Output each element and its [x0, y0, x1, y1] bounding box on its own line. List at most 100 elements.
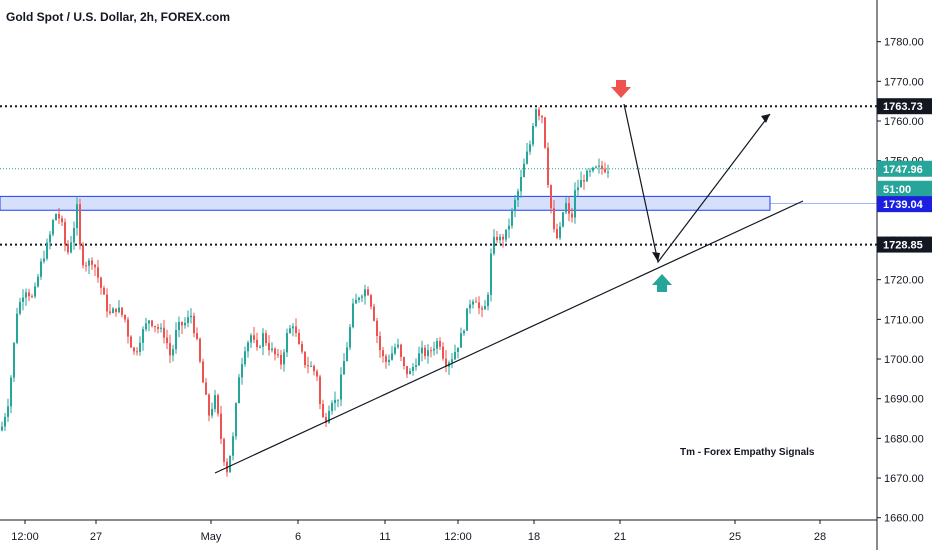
candle-body — [34, 286, 36, 297]
candle-body — [280, 354, 282, 365]
candle-body — [391, 353, 393, 360]
candle-body — [451, 359, 453, 363]
candle-body — [211, 408, 213, 416]
candle-body — [25, 292, 27, 298]
time-axis[interactable]: 12:00 27 May 6 11 12:00 18 21 25 28 — [0, 519, 877, 543]
candle-body — [214, 395, 216, 409]
candle-body — [235, 403, 237, 437]
candle-body — [142, 329, 144, 343]
candle-body — [328, 410, 330, 423]
candlestick-series — [1, 106, 609, 477]
candle-body — [94, 264, 96, 268]
candle-body — [340, 374, 342, 400]
candle-body — [316, 371, 318, 377]
candle-body — [568, 203, 570, 214]
candle-body — [607, 171, 609, 173]
candle-body — [421, 347, 423, 354]
candle-body — [592, 167, 594, 171]
candle-body — [145, 323, 147, 330]
candle-body — [352, 303, 354, 328]
candle-body — [10, 377, 12, 407]
price-axis[interactable]: 1660.00 1670.00 1680.00 1690.00 1700.00 1710.… — [876, 0, 924, 550]
candle-body — [85, 265, 87, 267]
candle-body — [427, 350, 429, 357]
support-resistance-zone — [0, 195, 877, 211]
candle-body — [430, 350, 432, 352]
candle-body — [19, 301, 21, 314]
candle-body — [439, 341, 441, 347]
candle-body — [148, 320, 150, 324]
candle-body — [343, 361, 345, 375]
candle-body — [409, 370, 411, 375]
candle-body — [589, 170, 591, 172]
candle-body — [478, 302, 480, 309]
candle-body — [457, 347, 459, 352]
candle-body — [16, 313, 18, 343]
candle-body — [208, 394, 210, 416]
candle-body — [217, 395, 219, 414]
candle-body — [268, 343, 270, 351]
level-tag-upper-text: 1763.73 — [883, 101, 923, 113]
candle-body — [544, 117, 546, 148]
candle-body — [166, 337, 168, 344]
price-tick-label: 1710.00 — [884, 314, 924, 326]
candle-body — [469, 304, 471, 309]
candle-body — [460, 333, 462, 348]
candle-body — [52, 220, 54, 235]
candle-body — [61, 218, 63, 223]
candle-body — [172, 349, 174, 356]
candle-body — [82, 244, 84, 266]
level-tag-lower-text: 1728.85 — [883, 240, 923, 252]
price-tick-label: 1700.00 — [884, 354, 924, 366]
candle-body — [586, 170, 588, 182]
candle-body — [541, 115, 543, 118]
candle-body — [313, 365, 315, 372]
candle-body — [373, 306, 375, 321]
candle-body — [514, 199, 516, 210]
candle-body — [583, 180, 585, 182]
candle-body — [112, 308, 114, 313]
candle-body — [502, 236, 504, 240]
candle-body — [22, 297, 24, 302]
zone-tag-text: 1739.04 — [883, 199, 924, 211]
candle-body — [190, 315, 192, 318]
candle-body — [97, 267, 99, 278]
candle-body — [184, 322, 186, 326]
time-tick-label: 21 — [614, 531, 626, 543]
horizontal-levels — [0, 105, 877, 246]
candle-body — [346, 347, 348, 362]
zone-tag-bg — [877, 196, 932, 213]
candle-body — [553, 208, 555, 230]
candle-body — [559, 226, 561, 239]
candle-body — [424, 347, 426, 357]
candle-body — [571, 213, 573, 218]
candle-body — [79, 204, 81, 245]
candle-body — [157, 327, 159, 329]
candle-body — [244, 351, 246, 365]
time-tick-label: 12:00 — [444, 531, 472, 543]
candle-body — [508, 225, 510, 230]
candle-body — [49, 234, 51, 243]
candle-body — [376, 320, 378, 336]
price-tick-label: 1660.00 — [884, 513, 924, 525]
candle-body — [436, 341, 438, 349]
candle-body — [292, 326, 294, 329]
candle-body — [187, 317, 189, 323]
time-tick-label: 25 — [729, 531, 741, 543]
countdown-tag-text: 51:00 — [883, 184, 911, 196]
level-tag-lower-bg — [877, 236, 932, 253]
candle-body — [304, 351, 306, 366]
candle-body — [7, 406, 9, 417]
candle-body — [319, 376, 321, 405]
candle-body — [556, 229, 558, 239]
candle-body — [76, 204, 78, 229]
candle-body — [412, 366, 414, 371]
candle-body — [604, 168, 606, 173]
candle-body — [397, 344, 399, 348]
candle-body — [529, 144, 531, 152]
candle-body — [154, 325, 156, 328]
candle-body — [220, 413, 222, 440]
candle-body — [301, 343, 303, 352]
price-axis-tags: 1763.73 1747.96 51:00 1739.04 1728.85 — [877, 98, 932, 253]
